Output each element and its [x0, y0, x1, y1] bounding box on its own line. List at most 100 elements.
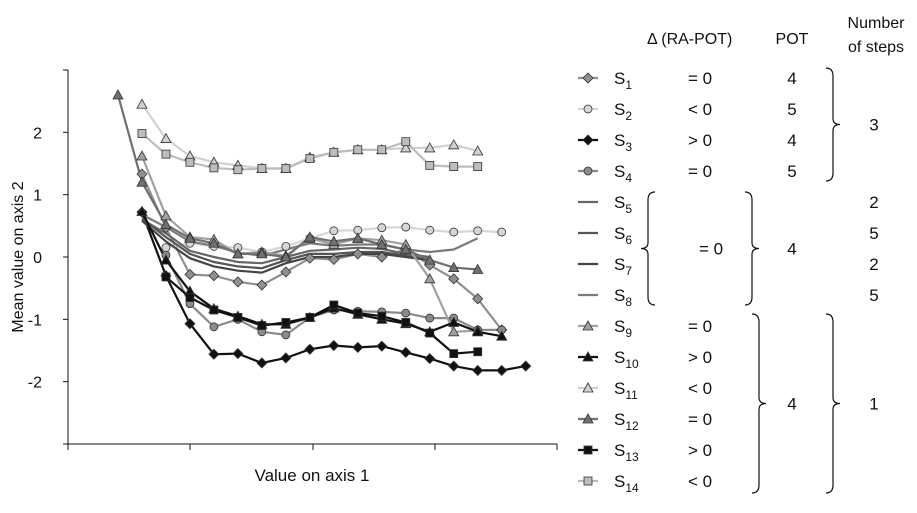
legend-series-label: S7 [614, 255, 632, 278]
legend-series-label: S5 [614, 193, 632, 216]
legend-series-label: S8 [614, 286, 632, 309]
data-point-s9 [137, 151, 147, 160]
data-point-s14 [138, 130, 146, 138]
data-point-s3 [353, 342, 363, 352]
data-point-s13 [306, 313, 314, 321]
x-ticks [68, 444, 557, 450]
legend-delta-value: > 0 [688, 348, 712, 367]
legend-series-label: S4 [614, 162, 632, 185]
legend-series-label: S2 [614, 100, 632, 123]
data-point-s1 [185, 269, 195, 279]
legend-delta-value: > 0 [688, 441, 712, 460]
data-point-s4 [426, 314, 434, 322]
x-axis-label: Value on axis 1 [255, 466, 370, 485]
legend-rows: S1 = 0S2 < 0S3 > 0S4 = 0S5S6S7S8S9 = 0S10 > 0S… [578, 69, 712, 495]
data-point-s13 [450, 350, 458, 358]
data-point-s14 [210, 164, 218, 172]
data-point-s14 [378, 146, 386, 154]
data-point-s14 [450, 163, 458, 171]
legend-delta-value: < 0 [688, 100, 712, 119]
data-point-s14 [330, 148, 338, 156]
data-point-s13 [162, 273, 170, 281]
data-point-s14 [354, 146, 362, 154]
legend-pot-group-s5-s8: 4 [787, 240, 796, 259]
data-point-s3 [449, 361, 459, 371]
data-point-s14 [186, 158, 194, 166]
legend-series-label: S14 [614, 472, 639, 495]
legend-delta-value: > 0 [688, 131, 712, 150]
data-point-s9 [161, 211, 171, 220]
data-point-s13 [426, 329, 434, 337]
data-point-s14 [402, 138, 410, 146]
legend-swatch-marker [584, 105, 592, 113]
legend-header-steps-line2: of steps [848, 39, 904, 56]
legend-series-label: S11 [614, 379, 638, 402]
data-point-s4 [210, 323, 218, 331]
y-tick-label: -1 [28, 312, 42, 329]
data-point-s2 [474, 227, 482, 235]
data-point-s14 [426, 161, 434, 169]
data-point-s13 [330, 301, 338, 309]
data-point-s13 [402, 318, 410, 326]
legend-swatch-marker [584, 167, 592, 175]
legend-series-label: S10 [614, 348, 639, 371]
legend-pot-value: 5 [787, 162, 796, 181]
data-point-s3 [305, 344, 315, 354]
legend-header-delta: Δ (RA-POT) [647, 31, 732, 48]
data-point-s13 [474, 348, 482, 356]
data-point-s13 [234, 313, 242, 321]
legend-steps-group-s9-s14: 1 [869, 395, 878, 414]
legend-delta-value: < 0 [688, 379, 712, 398]
legend-delta-value: = 0 [688, 162, 712, 181]
data-point-s11 [137, 99, 147, 108]
data-point-s4 [282, 331, 290, 339]
series-lines [118, 95, 526, 371]
brace-delta-left-s5-s8 [641, 192, 655, 305]
plot-area: -2 -1 0 1 2 [28, 70, 557, 450]
data-point-s14 [162, 150, 170, 158]
y-axis-label: Mean value on axis 2 [10, 181, 27, 332]
data-point-s2 [282, 242, 290, 250]
data-point-s12 [113, 90, 123, 99]
legend: Δ (RA-POT) POT Number of steps S1 = 0 S2 < … [578, 15, 905, 495]
legend-swatch-marker [583, 73, 593, 83]
y-tick-label: -2 [28, 375, 42, 392]
brace-steps-s9-s14 [826, 314, 840, 493]
data-point-s3 [497, 365, 507, 375]
brace-steps-s1-s4 [826, 68, 840, 181]
data-point-s13 [210, 306, 218, 314]
data-point-s14 [258, 164, 266, 172]
legend-swatch-marker [584, 446, 592, 454]
legend-series-label: S12 [614, 410, 639, 433]
legend-swatch-marker [584, 477, 592, 485]
legend-steps-value: 2 [869, 255, 878, 274]
data-point-s1 [353, 249, 363, 259]
legend-pot-value: 4 [787, 69, 796, 88]
data-point-s13 [354, 309, 362, 317]
legend-header-steps-line1: Number [848, 15, 906, 32]
legend-steps-value: 2 [869, 193, 878, 212]
legend-swatch-marker [583, 135, 593, 145]
data-point-s2 [402, 223, 410, 231]
legend-header-pot: POT [776, 31, 809, 48]
legend-series-label: S1 [614, 69, 632, 92]
data-point-s2 [426, 226, 434, 234]
data-point-s2 [330, 227, 338, 235]
data-point-s3 [257, 358, 267, 368]
data-point-s3 [233, 349, 243, 359]
y-tick-label: 2 [33, 125, 42, 142]
legend-pot-value: 4 [787, 131, 796, 150]
data-point-s2 [162, 244, 170, 252]
data-point-s14 [234, 166, 242, 174]
y-tick-label: 0 [33, 250, 42, 267]
y-ticks: -2 -1 0 1 2 [28, 70, 68, 444]
data-point-s2 [450, 228, 458, 236]
legend-delta-value: = 0 [688, 410, 712, 429]
data-point-s1 [281, 267, 291, 277]
legend-delta-group-s5-s8: = 0 [699, 240, 723, 259]
legend-series-label: S9 [614, 317, 632, 340]
data-point-s3 [521, 361, 531, 371]
data-point-s2 [378, 224, 386, 232]
data-point-s3 [329, 341, 339, 351]
